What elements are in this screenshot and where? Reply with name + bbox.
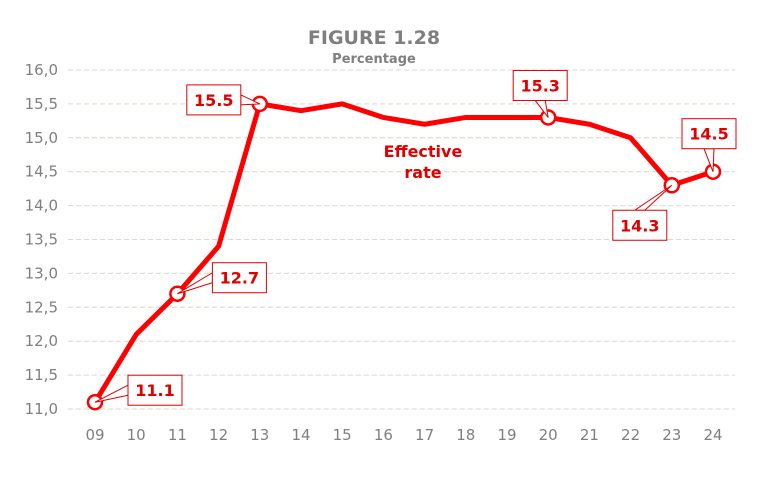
x-tick-label: 16 xyxy=(374,426,393,444)
x-tick-label: 18 xyxy=(456,426,475,444)
x-tick-label: 12 xyxy=(209,426,228,444)
x-tick-label: 13 xyxy=(250,426,269,444)
y-tick-label: 12,5 xyxy=(25,298,58,316)
x-tick-label: 10 xyxy=(127,426,146,444)
series-annotation-line-2: rate xyxy=(404,163,441,182)
x-tick-label: 19 xyxy=(497,426,516,444)
series-annotation-line-1: Effective xyxy=(384,142,463,161)
callout-box xyxy=(612,209,668,241)
data-label: 15.3 xyxy=(520,76,559,95)
chart-subtitle: Percentage xyxy=(332,52,416,67)
data-label: 14.5 xyxy=(689,125,728,144)
data-label: 14.3 xyxy=(620,216,659,235)
x-tick-label: 14 xyxy=(291,426,310,444)
y-tick-label: 14,0 xyxy=(25,197,58,215)
data-label: 15.5 xyxy=(194,91,233,110)
data-label: 11.1 xyxy=(135,381,174,400)
y-tick-label: 15,5 xyxy=(25,95,58,113)
x-tick-label: 09 xyxy=(85,426,104,444)
y-tick-label: 14,5 xyxy=(25,163,58,181)
callout-box xyxy=(681,118,737,150)
callout-leader xyxy=(633,184,673,211)
y-tick-label: 12,0 xyxy=(25,332,58,350)
x-tick-label: 15 xyxy=(333,426,352,444)
y-tick-label: 13,0 xyxy=(25,264,58,282)
x-tick-label: 23 xyxy=(662,426,681,444)
y-tick-label: 11,0 xyxy=(25,400,58,418)
x-tick-label: 17 xyxy=(415,426,434,444)
chart-title: FIGURE 1.28 xyxy=(308,27,440,49)
series-line xyxy=(92,101,714,404)
x-tick-label: 21 xyxy=(580,426,599,444)
data-label: 12.7 xyxy=(220,269,259,288)
y-tick-label: 13,5 xyxy=(25,231,58,249)
callout-box xyxy=(512,69,568,101)
x-tick-label: 24 xyxy=(703,426,722,444)
callout-box xyxy=(127,374,183,406)
x-tick-label: 11 xyxy=(168,426,187,444)
x-tick-label: 22 xyxy=(621,426,640,444)
y-tick-label: 11,5 xyxy=(25,366,58,384)
y-tick-label: 16,0 xyxy=(25,61,58,79)
callout-box xyxy=(186,84,242,116)
y-tick-label: 15,0 xyxy=(25,129,58,147)
callout-box xyxy=(211,262,267,294)
x-tick-label: 20 xyxy=(539,426,558,444)
